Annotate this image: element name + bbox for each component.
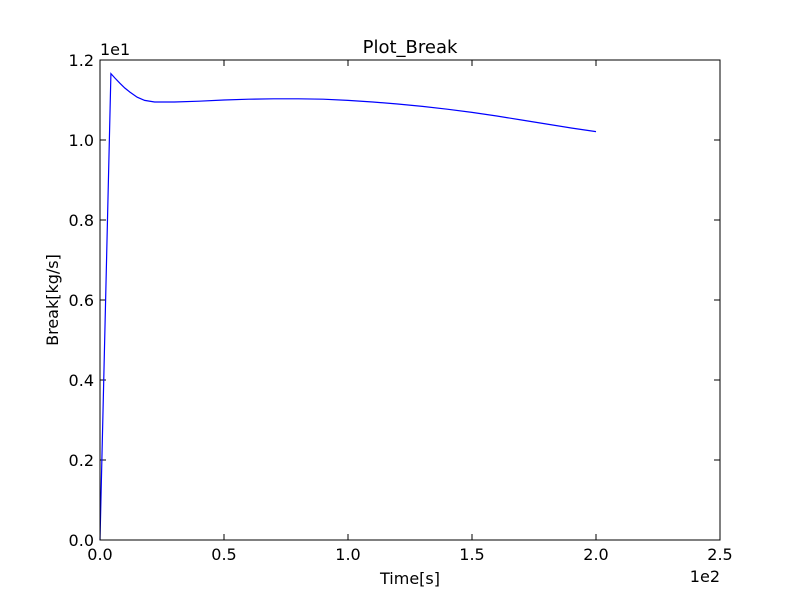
- series-line: [99, 72, 597, 541]
- y-offset-label: 1e1: [100, 40, 130, 59]
- x-tick-label: 1.0: [335, 545, 360, 564]
- x-tick-label: 0.0: [87, 545, 112, 564]
- x-axis-label: Time[s]: [379, 569, 440, 588]
- y-tick-label: 0.2: [69, 451, 94, 470]
- y-tick-label: 0.4: [69, 371, 94, 390]
- y-axis-label: Break[kg/s]: [43, 254, 62, 346]
- x-tick-label: 0.5: [211, 545, 236, 564]
- y-tick-label: 0.6: [69, 291, 94, 310]
- x-offset-label: 1e2: [690, 567, 720, 586]
- y-tick-label: 0.8: [69, 211, 94, 230]
- x-tick-label: 2.0: [583, 545, 608, 564]
- chart-title: Plot_Break: [363, 37, 458, 58]
- y-tick-label: 0.0: [69, 531, 94, 550]
- ticks: 0.0 0.5 1.0 1.5 2.0 2.5 0.0 0.2 0.4 0.6 0.8 1.0 1.2: [69, 51, 733, 564]
- y-tick-label: 1.0: [69, 131, 94, 150]
- x-tick-label: 2.5: [707, 545, 732, 564]
- y-tick-label: 1.2: [69, 51, 94, 70]
- plot-frame: [99, 59, 721, 541]
- x-tick-label: 1.5: [459, 545, 484, 564]
